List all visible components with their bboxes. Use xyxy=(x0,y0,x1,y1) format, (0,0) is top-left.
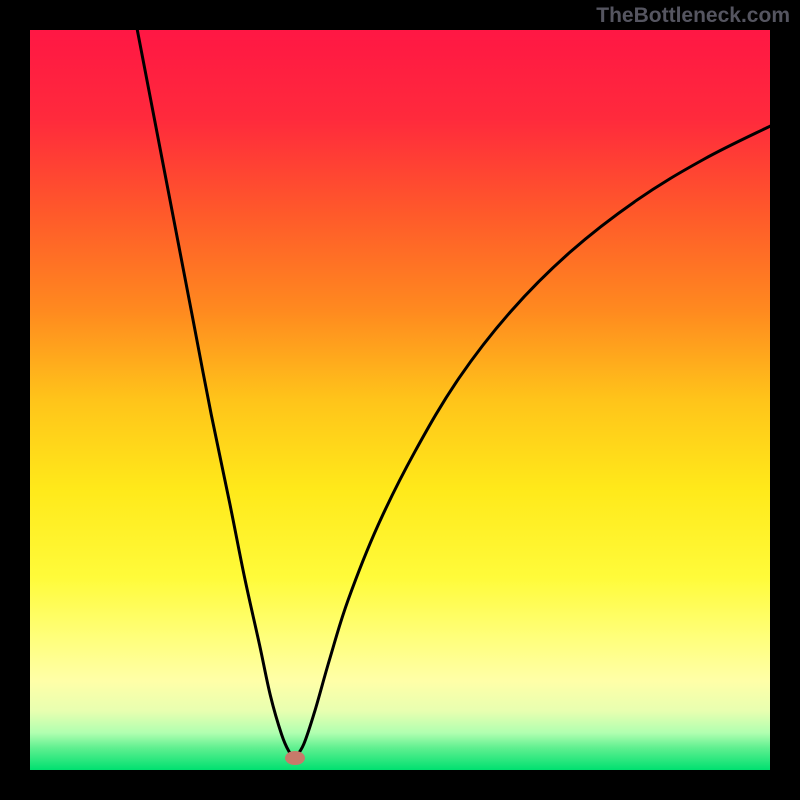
watermark-text: TheBottleneck.com xyxy=(596,4,790,28)
bottleneck-curve xyxy=(30,30,770,770)
plot-area xyxy=(30,30,770,770)
optimum-marker xyxy=(285,751,305,765)
curve-path xyxy=(137,30,770,758)
